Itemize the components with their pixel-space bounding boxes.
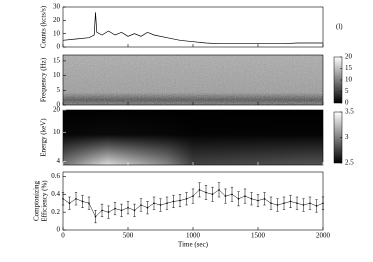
point [133,209,136,212]
point [231,193,233,196]
y-tick-label: 20 [53,106,61,114]
heatmap [63,55,323,105]
point [224,195,227,197]
point [146,206,149,209]
colorbar-tick-label: 5 [345,87,349,95]
y-tick-label: 0 [57,43,61,51]
y-tick-label: 20 [53,16,61,24]
point [101,209,103,212]
x-axis-label: Time (sec) [178,241,209,249]
point [263,197,266,200]
point [250,197,253,200]
point [218,189,220,191]
y-tick-label: 5 [57,86,61,94]
y-tick-label: 0.4 [51,190,60,198]
point [276,204,279,206]
colorbar-tick-label: 3.5 [345,108,354,116]
y-tick-label: 0 [57,226,61,234]
point [75,197,77,200]
point [88,202,90,205]
point [114,207,116,210]
point [192,195,194,197]
y-tick-label: 10 [53,128,61,136]
point [140,204,142,206]
point [244,195,246,197]
colorbar-tick-label: 2.5 [345,159,354,167]
point [289,200,292,203]
point [198,189,201,191]
y-axis-label: Energy (keV) [40,118,48,157]
point [205,191,207,194]
point [179,199,181,202]
point [68,202,71,205]
point [94,215,97,218]
colorbar-tick-label: 20 [345,53,353,61]
y-axis-label: Efficiency (%) [41,180,49,222]
x-tick-label: 1000 [186,232,201,240]
point [270,202,272,205]
point [166,202,168,205]
colorbar-tick-label: 10 [345,76,353,84]
colorbar-tick-label: 3 [345,133,349,141]
y-axis-label: Counts (kcts/s) [40,5,48,48]
point [107,211,110,213]
point [257,199,259,202]
point [127,206,129,209]
y-axis-label: Comptonizing [33,180,41,221]
plot-frame [62,6,324,48]
point [211,193,214,196]
point [81,200,84,203]
line [62,12,323,45]
heatmap-noise [63,55,323,105]
y-tick-label: 4 [57,157,61,165]
y-tick-label: 0 [57,101,61,109]
y-tick-label: 10 [53,71,61,79]
point [172,200,175,203]
panel-label: (l) [336,23,343,31]
x-tick-label: 1500 [251,232,266,240]
point [302,204,305,206]
y-tick-label: 15 [53,56,61,64]
point [309,202,311,205]
point [296,202,298,205]
point [283,202,285,205]
point [159,204,162,206]
colorbar-tick-label: 0 [345,99,349,107]
y-axis-label: Frequency (Hz) [40,57,48,102]
y-tick-label: 10 [53,29,61,37]
point [153,202,155,205]
colorbar-tick-label: 15 [345,64,353,72]
point [237,197,240,200]
heatmap [63,110,323,165]
x-tick-label: 500 [123,232,134,240]
y-tick-label: 0.2 [51,208,60,216]
y-tick-label: 0.6 [51,172,60,180]
x-tick-label: 2000 [316,232,331,240]
point [322,202,324,205]
point [185,197,188,200]
heatmap-shade [63,110,323,165]
point [62,197,64,200]
point [315,205,318,207]
point [120,209,123,212]
y-tick-label: 30 [53,3,61,11]
x-tick-label: 0 [61,232,65,240]
